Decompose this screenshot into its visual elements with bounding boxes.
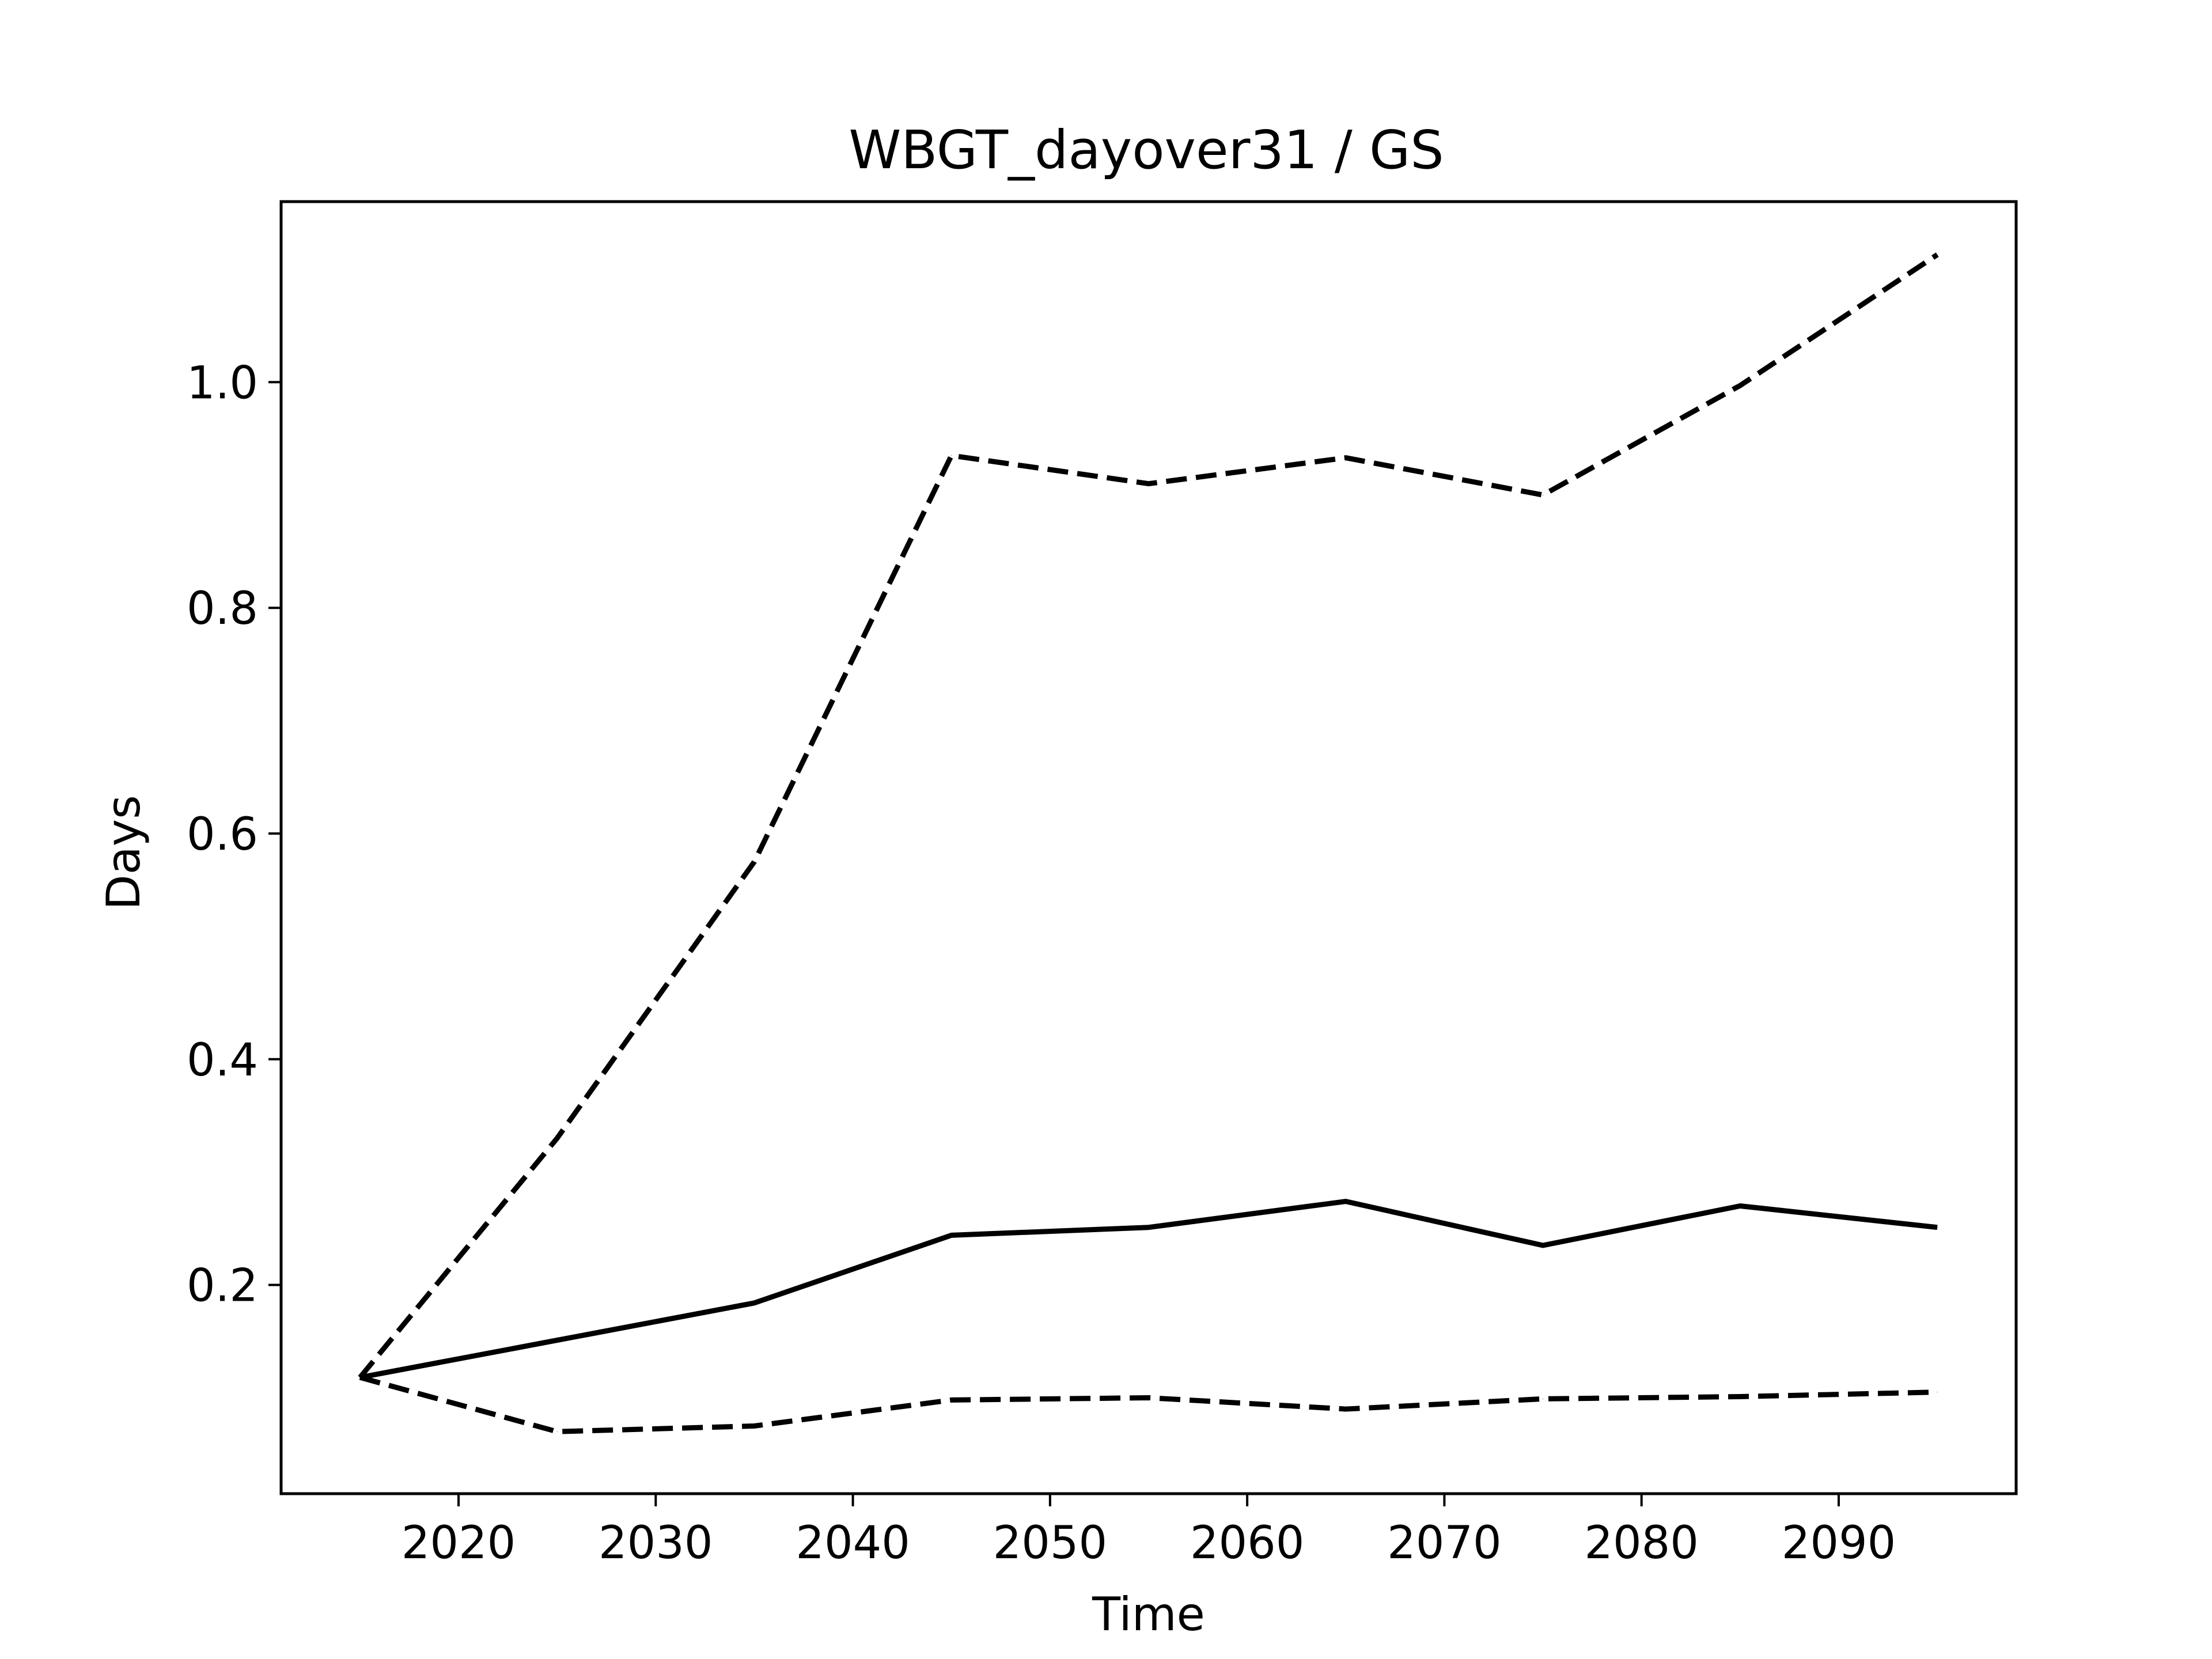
- dashed-series-line-0: [358, 252, 1939, 1380]
- x-tick-label: 2060: [1190, 1517, 1305, 1569]
- y-tick-label: 0.2: [187, 1260, 258, 1312]
- x-tick-label: 2020: [402, 1517, 516, 1569]
- series-0-point: [753, 861, 755, 862]
- series-1-point: [1937, 1227, 1938, 1228]
- x-tick-label: 2080: [1584, 1517, 1699, 1569]
- series-1-point: [951, 1234, 952, 1236]
- y-tick-label: 0.4: [187, 1035, 258, 1086]
- x-axis: 2020 2030 2040 2050 2060 2070 2080 2090: [402, 1494, 1896, 1569]
- x-axis-label: Time: [1092, 1588, 1205, 1641]
- series-2-point: [556, 1431, 558, 1432]
- y-axis-label: Days: [97, 795, 150, 910]
- plot-frame: [279, 200, 2018, 1495]
- y-tick-label: 0.6: [187, 809, 258, 861]
- solid-series-line-1: [359, 1199, 1938, 1380]
- x-tick-label: 2070: [1387, 1517, 1502, 1569]
- y-tick-label: 1.0: [187, 357, 258, 409]
- x-tick-label: 2050: [993, 1517, 1108, 1569]
- series-1-point: [753, 1302, 755, 1304]
- series-0-point: [951, 455, 952, 456]
- x-tick-label: 2040: [796, 1517, 910, 1569]
- y-axis: 0.2 0.4 0.6 0.8 1.0: [187, 357, 281, 1312]
- x-tick-label: 2030: [599, 1517, 713, 1569]
- plot-lines: [358, 252, 1939, 1434]
- y-tick-label: 0.8: [187, 583, 258, 635]
- x-tick-label: 2090: [1782, 1517, 1896, 1569]
- chart-title: WBGT_dayover31 / GS: [849, 119, 1444, 181]
- dashed-series-line-2: [359, 1374, 1938, 1434]
- series-2-point: [359, 1377, 361, 1378]
